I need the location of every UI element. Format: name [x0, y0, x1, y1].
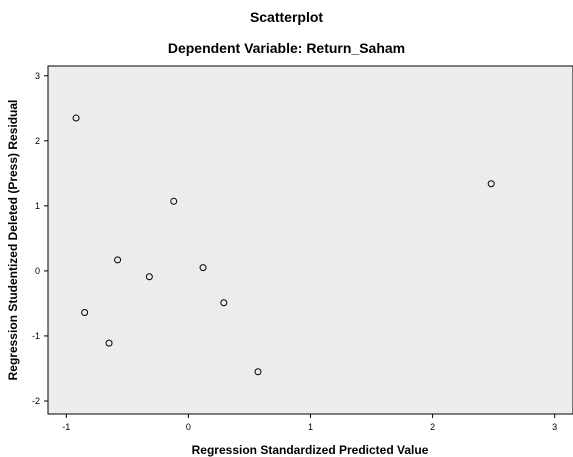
y-tick-label: 2: [35, 136, 40, 146]
y-tick-label: 3: [35, 71, 40, 81]
plot-area: [47, 65, 573, 415]
scatter-point: [105, 339, 113, 347]
y-tick-label: -2: [32, 396, 40, 406]
scatter-point: [487, 180, 495, 188]
y-axis-ticks: 3 2 1 0 -1 -2: [32, 71, 48, 406]
scatter-point: [199, 264, 207, 272]
chart-title: Scatterplot: [250, 9, 323, 25]
y-axis-label: Regression Studentized Deleted (Press) R…: [6, 100, 20, 381]
scatter-point: [254, 368, 262, 376]
scatter-point: [72, 114, 80, 122]
scatter-point: [145, 273, 153, 281]
scatter-point: [114, 256, 122, 264]
scatter-point: [220, 299, 228, 307]
x-tick-label: -1: [62, 422, 70, 432]
y-tick-label: 1: [35, 201, 40, 211]
scatter-point: [81, 309, 89, 317]
x-tick-label: 2: [430, 422, 435, 432]
y-tick-label: 0: [35, 266, 40, 276]
scatter-points: [72, 114, 495, 376]
x-tick-label: 1: [308, 422, 313, 432]
chart-subtitle: Dependent Variable: Return_Saham: [168, 40, 405, 56]
x-tick-label: 3: [552, 422, 557, 432]
x-axis-ticks: -1 0 1 2 3: [62, 414, 557, 432]
y-tick-label: -1: [32, 331, 40, 341]
x-axis-label: Regression Standardized Predicted Value: [192, 443, 429, 457]
scatter-point: [170, 197, 178, 205]
x-tick-label: 0: [186, 422, 191, 432]
